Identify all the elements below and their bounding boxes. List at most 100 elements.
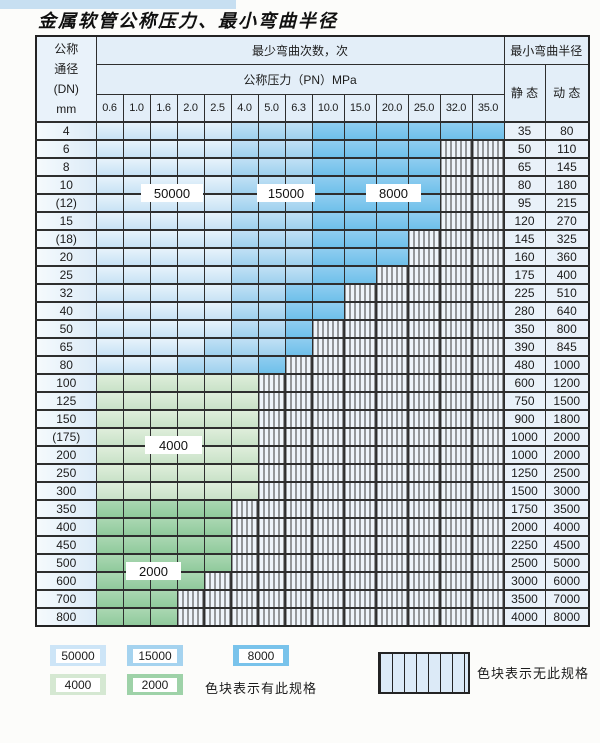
spec-cell <box>407 589 441 609</box>
spec-cell <box>439 337 473 357</box>
page-title: 金属软管公称压力、最小弯曲半径 <box>38 11 338 31</box>
spec-cell <box>95 283 124 303</box>
pressure-value-header: 10.0 <box>311 93 345 123</box>
legend-no-spec-note: 色块表示无此规格 <box>477 666 590 681</box>
spec-cell <box>203 265 232 285</box>
spec-cell <box>230 247 259 267</box>
dn-cell: 15 <box>35 211 97 231</box>
table-row: 600 3000 6000 <box>35 571 590 591</box>
spec-cell <box>439 373 473 393</box>
pressure-header: 公称压力（PN）MPa <box>95 63 505 95</box>
spec-cell <box>343 265 377 285</box>
spec-cell <box>122 463 151 483</box>
spec-cell <box>149 391 178 411</box>
spec-cell <box>343 337 377 357</box>
spec-cell <box>257 553 286 573</box>
spec-cell <box>95 517 124 537</box>
spec-cell <box>122 157 151 177</box>
spec-cell <box>284 373 313 393</box>
spec-cell <box>176 355 205 375</box>
spec-cell <box>149 157 178 177</box>
dn-cell: 10 <box>35 175 97 195</box>
dynamic-radius-cell: 8000 <box>544 607 590 627</box>
legend-swatch-8000: 8000 <box>233 645 289 666</box>
spec-cell <box>230 391 259 411</box>
spec-cell <box>375 211 409 231</box>
dn-cell: 150 <box>35 409 97 429</box>
spec-cell <box>407 283 441 303</box>
spec-cell <box>95 157 124 177</box>
spec-cell <box>471 409 505 429</box>
spec-cell <box>149 337 178 357</box>
spec-cell <box>439 463 473 483</box>
spec-cell <box>471 463 505 483</box>
static-radius-cell: 95 <box>503 193 546 213</box>
spec-cell <box>257 463 286 483</box>
spec-cell <box>203 481 232 501</box>
spec-cell <box>203 139 232 159</box>
static-radius-cell: 1000 <box>503 427 546 447</box>
spec-cell <box>176 319 205 339</box>
spec-cell <box>257 157 286 177</box>
spec-cell <box>149 499 178 519</box>
spec-cell <box>471 571 505 591</box>
spec-cell <box>439 265 473 285</box>
table-row: 125 750 1500 <box>35 391 590 411</box>
spec-cell <box>284 319 313 339</box>
spec-cell <box>257 499 286 519</box>
spec-cell <box>407 409 441 429</box>
spec-cell <box>95 229 124 249</box>
spec-cell <box>176 589 205 609</box>
dn-cell: 500 <box>35 553 97 573</box>
spec-cell <box>95 175 124 195</box>
spec-cell <box>203 337 232 357</box>
spec-cell <box>122 355 151 375</box>
dynamic-radius-cell: 3000 <box>544 481 590 501</box>
spec-cell <box>284 427 313 447</box>
dynamic-radius-cell: 360 <box>544 247 590 267</box>
spec-cell <box>439 247 473 267</box>
dn-cell: 20 <box>35 247 97 267</box>
spec-cell <box>311 571 345 591</box>
spec-cell <box>375 265 409 285</box>
table-row: 40 280 640 <box>35 301 590 321</box>
spec-cell <box>122 517 151 537</box>
spec-cell <box>311 337 345 357</box>
dynamic-radius-cell: 4500 <box>544 535 590 555</box>
dynamic-radius-cell: 510 <box>544 283 590 303</box>
dn-cell: 450 <box>35 535 97 555</box>
dn-cell: 200 <box>35 445 97 465</box>
spec-cell <box>343 607 377 627</box>
spec-cell <box>407 301 441 321</box>
spec-cell <box>439 607 473 627</box>
spec-cell <box>257 301 286 321</box>
legend-swatch-2000: 2000 <box>127 674 183 695</box>
radius-header: 最小弯曲半径 <box>503 35 590 65</box>
spec-cell <box>176 607 205 627</box>
spec-cell <box>95 319 124 339</box>
static-radius-cell: 2500 <box>503 553 546 573</box>
spec-cell <box>343 319 377 339</box>
pressure-value-header: 25.0 <box>407 93 441 123</box>
table-row: 350 1750 3500 <box>35 499 590 519</box>
spec-cell <box>311 193 345 213</box>
pressure-value-header: 35.0 <box>471 93 505 123</box>
spec-cell <box>122 265 151 285</box>
spec-cell <box>95 373 124 393</box>
dn-cell: 80 <box>35 355 97 375</box>
spec-cell <box>375 481 409 501</box>
spec-cell <box>122 319 151 339</box>
legend-swatch-label: 8000 <box>239 648 283 663</box>
spec-cell <box>439 229 473 249</box>
static-radius-cell: 175 <box>503 265 546 285</box>
spec-cell <box>343 481 377 501</box>
spec-cell <box>284 247 313 267</box>
static-radius-cell: 900 <box>503 409 546 429</box>
spec-cell <box>284 409 313 429</box>
spec-cell <box>122 121 151 141</box>
spec-cell <box>95 571 124 591</box>
static-radius-cell: 480 <box>503 355 546 375</box>
spec-cell <box>407 157 441 177</box>
bend-cycles-header: 最少弯曲次数，次 <box>95 35 505 65</box>
static-radius-cell: 1250 <box>503 463 546 483</box>
